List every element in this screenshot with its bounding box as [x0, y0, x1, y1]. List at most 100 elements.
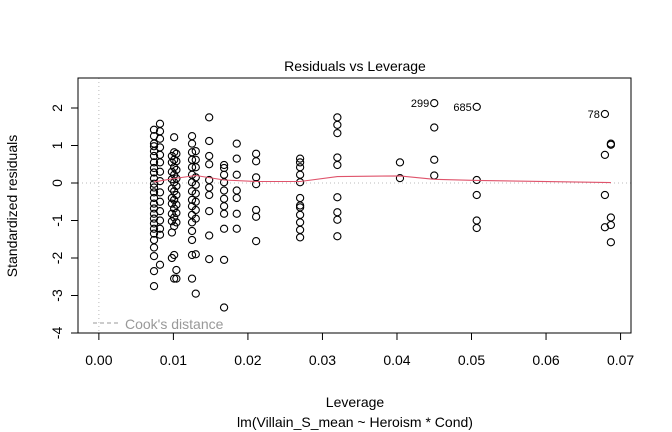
- data-point: [169, 274, 179, 283]
- data-point: [232, 209, 241, 218]
- data-point: [172, 208, 181, 218]
- data-point: [191, 180, 200, 190]
- data-point: [187, 131, 197, 141]
- data-point: [155, 216, 165, 225]
- data-point: [187, 226, 197, 236]
- data-point: [232, 224, 241, 233]
- data-point: [149, 214, 159, 223]
- data-point: [606, 238, 616, 247]
- data-point: [600, 190, 610, 200]
- data-point: [205, 160, 214, 169]
- data-point: [187, 139, 197, 148]
- data-point: [172, 274, 181, 283]
- data-point: [600, 150, 610, 160]
- data-point: [232, 186, 241, 195]
- data-point: [149, 163, 159, 173]
- data-point: [155, 158, 165, 167]
- data-point: [219, 178, 229, 187]
- data-point: [149, 125, 159, 134]
- data-point: [155, 119, 165, 128]
- data-point: [219, 160, 229, 170]
- data-point: [205, 231, 214, 240]
- data-point: [172, 165, 181, 175]
- data-point: [251, 236, 261, 246]
- data-point: [333, 208, 342, 217]
- data-point: [430, 155, 439, 164]
- data-point: [606, 140, 616, 149]
- data-point: [232, 170, 241, 179]
- data-point: [430, 123, 439, 132]
- x-tick-label: 0.05: [458, 352, 485, 368]
- data-point: [395, 158, 405, 167]
- data-point: [205, 183, 214, 192]
- data-point: [219, 303, 229, 312]
- data-point: [295, 193, 305, 203]
- data-point: [155, 230, 165, 239]
- data-point: [167, 158, 177, 167]
- data-point: [187, 250, 197, 260]
- y-tick-label: 0: [49, 179, 65, 187]
- data-point: [295, 225, 305, 235]
- x-tick-label: 0.00: [85, 352, 112, 368]
- data-point: [232, 193, 241, 203]
- x-tick-label: 0.06: [532, 352, 559, 368]
- data-point: [155, 134, 165, 143]
- x-tick-label: 0.02: [234, 352, 261, 368]
- data-point: [251, 173, 261, 182]
- data-point: [172, 200, 181, 209]
- x-tick-label: 0.04: [383, 352, 410, 368]
- data-point: [149, 251, 159, 261]
- data-point: [191, 250, 200, 259]
- point-label-78: 78: [588, 109, 600, 121]
- data-point: [149, 142, 159, 151]
- data-point: [149, 158, 159, 167]
- data-point: [219, 255, 229, 265]
- data-point: [333, 128, 342, 138]
- data-point: [205, 113, 214, 122]
- data-point: [295, 154, 305, 163]
- data-point: [295, 170, 305, 179]
- data-point: [295, 218, 305, 227]
- data-point: [191, 197, 200, 206]
- data-point: [219, 202, 229, 211]
- data-point: [472, 223, 481, 233]
- data-point: [155, 260, 165, 269]
- y-tick-label: -2: [49, 252, 65, 265]
- data-point: [155, 197, 165, 206]
- y-axis-label: Standardized residuals: [4, 135, 20, 277]
- data-point: [251, 149, 261, 158]
- data-point: [172, 190, 181, 200]
- data-point: [155, 224, 165, 233]
- data-point: [191, 289, 200, 298]
- data-point: [219, 194, 229, 203]
- data-point: [169, 195, 179, 205]
- data-point: [149, 151, 159, 161]
- data-point: [333, 120, 342, 130]
- data-point: [295, 163, 305, 172]
- y-tick-label: -4: [49, 327, 65, 340]
- data-point: [251, 212, 261, 221]
- data-point: [169, 213, 179, 222]
- data-point: [295, 233, 305, 242]
- data-point: [172, 181, 181, 191]
- data-point: [172, 265, 181, 275]
- data-point: [149, 183, 159, 192]
- data-point: [187, 235, 197, 245]
- data-point: [191, 163, 200, 172]
- y-tick-label: 2: [49, 104, 65, 112]
- data-point: [149, 243, 159, 252]
- data-point: [191, 214, 200, 223]
- data-point: [172, 157, 181, 166]
- data-point: [430, 98, 439, 108]
- data-point: [149, 281, 159, 291]
- data-point: [187, 274, 197, 283]
- data-point: [191, 189, 200, 198]
- legend-cooks-distance-label: Cook's distance: [125, 316, 224, 332]
- data-point: [295, 158, 305, 167]
- data-point: [205, 254, 214, 264]
- data-point: [606, 213, 616, 222]
- data-point: [251, 157, 261, 166]
- data-point: [295, 178, 305, 187]
- data-point: [333, 215, 342, 224]
